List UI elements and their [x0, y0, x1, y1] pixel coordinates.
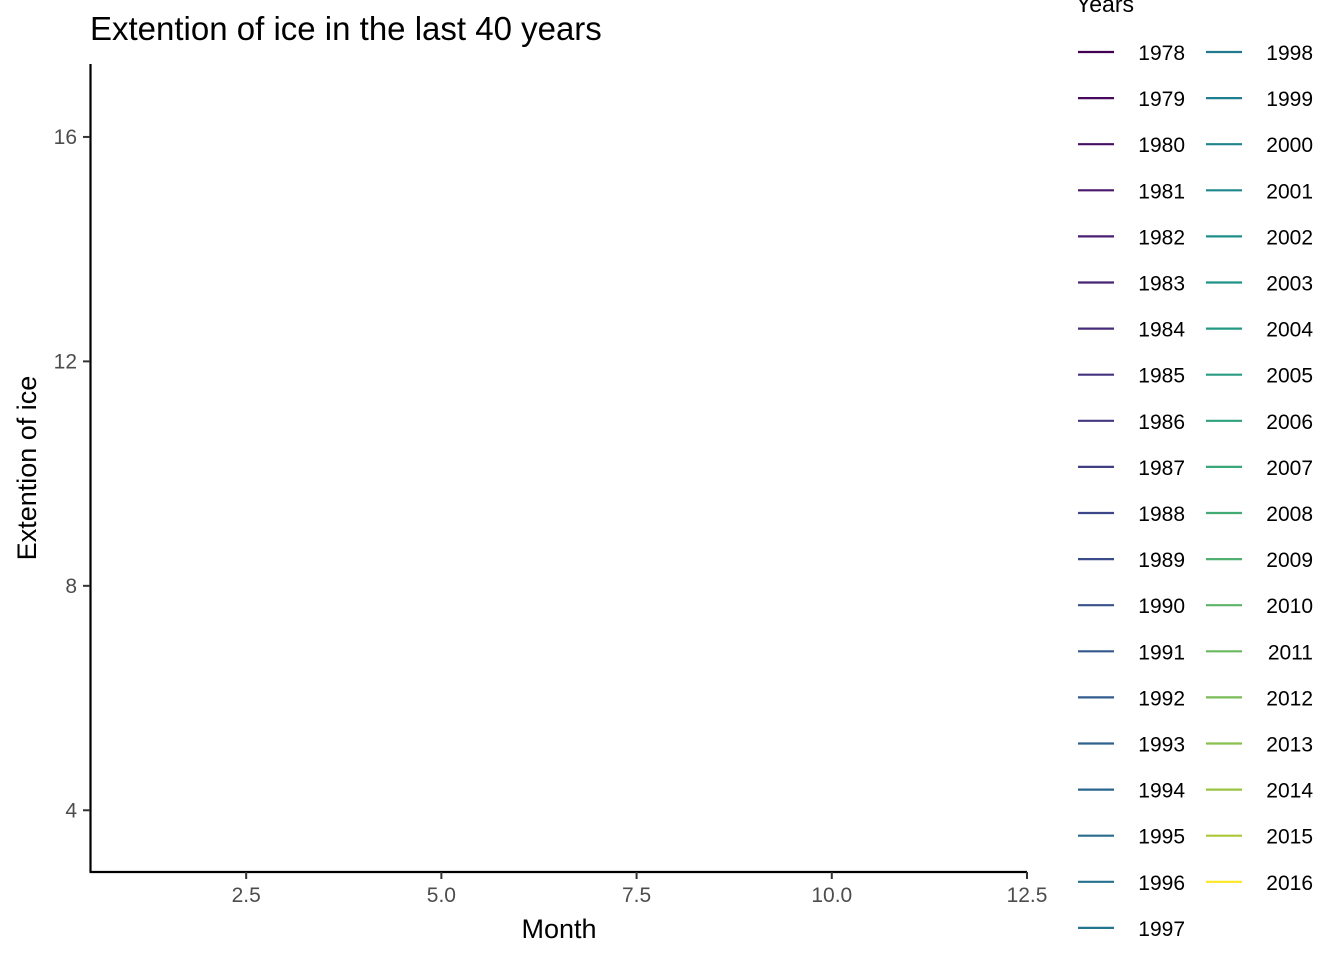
x-tick-label: 5.0 — [427, 884, 456, 907]
legend-item: 2006 — [1206, 411, 1313, 434]
legend-label: 1991 — [1138, 641, 1185, 664]
legend-label: 1990 — [1138, 595, 1185, 618]
x-tick-label: 12.5 — [1007, 884, 1048, 907]
legend-item: 2007 — [1206, 457, 1313, 480]
legend-item: 1982 — [1078, 226, 1185, 249]
legend-label: 1989 — [1138, 549, 1185, 572]
legend-item: 2015 — [1206, 826, 1313, 849]
x-tick-label: 7.5 — [622, 884, 651, 907]
legend-label: 1979 — [1138, 88, 1185, 111]
legend-label: 2011 — [1268, 641, 1313, 664]
legend-item: 1994 — [1078, 780, 1185, 803]
legend-item: 1987 — [1078, 457, 1185, 480]
legend-item: 1993 — [1078, 734, 1185, 757]
legend-label: 1995 — [1138, 826, 1185, 849]
plot-area: 2.5 5.0 7.5 10.0 12.5 4 8 12 16 — [54, 64, 1048, 907]
legend-label: 1997 — [1138, 918, 1185, 941]
legend-label: 2009 — [1266, 549, 1313, 572]
legend-item: 1999 — [1206, 88, 1313, 111]
legend-item: 1978 — [1078, 42, 1185, 65]
legend-item: 2011 — [1206, 641, 1313, 664]
x-axis-title: Month — [521, 914, 596, 944]
legend-title: Years — [1076, 0, 1134, 17]
legend-item: 2010 — [1206, 595, 1313, 618]
y-tick-label: 12 — [54, 350, 77, 373]
chart-title: Extention of ice in the last 40 years — [90, 10, 602, 47]
legend-label: 1983 — [1138, 273, 1185, 296]
legend-label: 2006 — [1266, 411, 1313, 434]
y-axis-ticks: 4 8 12 16 — [54, 126, 90, 822]
legend-label: 1992 — [1138, 687, 1185, 710]
legend-label: 1980 — [1138, 134, 1185, 157]
legend: Years 1978197919801981198219831984198519… — [1076, 0, 1313, 941]
legend-label: 1998 — [1266, 42, 1313, 65]
legend-item: 1979 — [1078, 88, 1185, 111]
legend-label: 1988 — [1138, 503, 1185, 526]
legend-label: 2013 — [1266, 734, 1313, 757]
legend-item: 1995 — [1078, 826, 1185, 849]
legend-items: 1978 1979 1980 1981 1982 1983 1984 1985 1986 1987… — [1078, 42, 1313, 941]
x-tick-label: 10.0 — [811, 884, 852, 907]
legend-item: 2008 — [1206, 503, 1313, 526]
x-axis-ticks: 2.5 5.0 7.5 10.0 12.5 — [232, 872, 1048, 907]
legend-label: 1981 — [1138, 180, 1185, 203]
y-tick-label: 8 — [65, 575, 77, 598]
y-axis-title: Extention of ice — [12, 376, 42, 561]
legend-label: 1993 — [1138, 734, 1185, 757]
legend-item: 2012 — [1206, 687, 1313, 710]
legend-label: 2007 — [1266, 457, 1313, 480]
legend-label: 2016 — [1266, 872, 1313, 895]
legend-label: 1999 — [1266, 88, 1313, 111]
legend-item: 2013 — [1206, 734, 1313, 757]
x-tick-label: 2.5 — [232, 884, 261, 907]
legend-label: 2000 — [1266, 134, 1313, 157]
legend-label: 2005 — [1266, 365, 1313, 388]
legend-item: 2016 — [1206, 872, 1313, 895]
legend-label: 1986 — [1138, 411, 1185, 434]
legend-label: 1996 — [1138, 872, 1185, 895]
legend-label: 1994 — [1138, 780, 1185, 803]
legend-label: 1982 — [1138, 226, 1185, 249]
legend-item: 1996 — [1078, 872, 1185, 895]
legend-item: 1983 — [1078, 273, 1185, 296]
legend-item: 2003 — [1206, 273, 1313, 296]
legend-label: 2014 — [1266, 780, 1313, 803]
y-tick-label: 4 — [65, 799, 77, 822]
legend-label: 2010 — [1266, 595, 1313, 618]
legend-item: 1985 — [1078, 365, 1185, 388]
legend-label: 2003 — [1266, 273, 1313, 296]
legend-item: 1998 — [1206, 42, 1313, 65]
legend-item: 1991 — [1078, 641, 1185, 664]
legend-item: 1990 — [1078, 595, 1185, 618]
legend-label: 1985 — [1138, 365, 1185, 388]
legend-item: 1986 — [1078, 411, 1185, 434]
legend-item: 1984 — [1078, 319, 1185, 342]
legend-label: 2015 — [1266, 826, 1313, 849]
legend-label: 2004 — [1266, 319, 1313, 342]
legend-item: 1989 — [1078, 549, 1185, 572]
legend-label: 1984 — [1138, 319, 1185, 342]
legend-item: 2002 — [1206, 226, 1313, 249]
legend-item: 2004 — [1206, 319, 1313, 342]
legend-item: 2005 — [1206, 365, 1313, 388]
legend-label: 2012 — [1266, 687, 1313, 710]
legend-label: 1987 — [1138, 457, 1185, 480]
legend-label: 2002 — [1266, 226, 1313, 249]
legend-label: 1978 — [1138, 42, 1185, 65]
legend-item: 2009 — [1206, 549, 1313, 572]
legend-item: 1988 — [1078, 503, 1185, 526]
legend-item: 1981 — [1078, 180, 1185, 203]
legend-item: 2001 — [1206, 180, 1313, 203]
y-tick-label: 16 — [54, 126, 77, 149]
legend-item: 2014 — [1206, 780, 1313, 803]
legend-item: 1992 — [1078, 687, 1185, 710]
legend-label: 2001 — [1266, 180, 1313, 203]
legend-item: 2000 — [1206, 134, 1313, 157]
legend-item: 1980 — [1078, 134, 1185, 157]
legend-item: 1997 — [1078, 918, 1185, 941]
legend-label: 2008 — [1266, 503, 1313, 526]
